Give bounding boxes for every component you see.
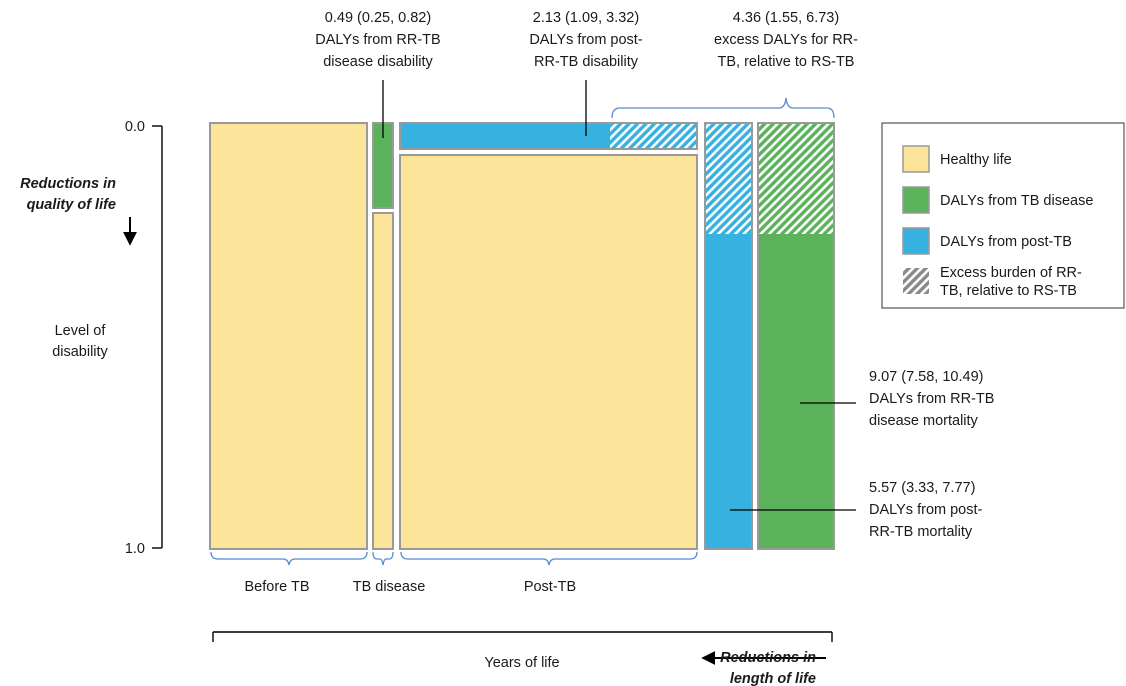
legend-label-tb-disease: DALYs from TB disease — [940, 193, 1093, 209]
annotation-line: 5.57 (3.33, 7.77) — [869, 480, 975, 496]
post-tb-mortality-block — [705, 234, 752, 549]
annotation-line: disease disability — [323, 54, 433, 70]
legend-label-post-tb: DALYs from post-TB — [940, 234, 1072, 250]
x-axis-label: Years of life — [484, 655, 559, 671]
y-axis-label-line2: disability — [52, 344, 108, 360]
annotation-line: DALYs from RR-TB — [315, 32, 440, 48]
post-tb-excess-disability-block — [610, 123, 697, 149]
annotation-line: 9.07 (7.58, 10.49) — [869, 369, 983, 385]
annotation-post-rr-tb-disability: 2.13 (1.09, 3.32) DALYs from post- RR-TB… — [529, 10, 643, 70]
annotation-line: TB, relative to RS-TB — [718, 54, 855, 70]
annotation-line: 4.36 (1.55, 6.73) — [733, 10, 839, 26]
tb-disease-healthy-block — [372, 212, 394, 550]
legend-swatch-post-tb — [902, 227, 930, 255]
annotation-rr-tb-mortality: 9.07 (7.58, 10.49) DALYs from RR-TB dise… — [869, 369, 994, 429]
y-axis: 0.0 1.0 Level of disability Reductions i… — [20, 119, 163, 557]
legend-label-excess-line2: TB, relative to RS-TB — [940, 283, 1077, 299]
x-axis: Years of life Reductions in length of li… — [212, 631, 833, 686]
brace-excess — [611, 97, 835, 119]
post-tb-mortality-excess-block — [705, 123, 752, 234]
post-tb-mortality-border — [704, 122, 753, 550]
y-tick-label-top: 0.0 — [125, 119, 145, 135]
brace-tb-disease — [372, 551, 394, 566]
quality-reduction-line2: quality of life — [27, 197, 116, 213]
annotation-line: RR-TB disability — [534, 54, 639, 70]
annotation-line: 0.49 (0.25, 0.82) — [325, 10, 431, 26]
annotation-line: DALYs from post- — [869, 502, 983, 518]
legend-swatch-tb-disease — [902, 186, 930, 214]
segment-label-tb-disease: TB disease — [353, 579, 426, 595]
brace-before-tb — [210, 551, 368, 566]
legend: Healthy life DALYs from TB disease DALYs… — [881, 122, 1125, 309]
y-axis-label-line1: Level of — [55, 323, 107, 339]
annotation-line: RR-TB mortality — [869, 524, 973, 540]
annotation-line: DALYs from post- — [529, 32, 643, 48]
segment-label-post-tb: Post-TB — [524, 579, 576, 595]
post-tb-healthy-block — [399, 154, 698, 550]
brace-post-tb — [400, 551, 698, 566]
annotation-line: DALYs from RR-TB — [869, 391, 994, 407]
annotation-line: excess DALYs for RR- — [714, 32, 858, 48]
annotation-line: disease mortality — [869, 413, 979, 429]
legend-swatch-healthy — [902, 145, 930, 173]
post-tb-disability-border — [399, 122, 698, 150]
annotation-post-rr-tb-mortality: 5.57 (3.33, 7.77) DALYs from post- RR-TB… — [869, 480, 983, 540]
legend-label-excess-line1: Excess burden of RR- — [940, 265, 1082, 281]
tb-mortality-border — [757, 122, 835, 550]
segment-braces — [210, 551, 698, 566]
legend-swatch-excess — [903, 268, 929, 294]
annotation-excess-dalys: 4.36 (1.55, 6.73) excess DALYs for RR- T… — [714, 10, 858, 70]
segment-label-before-tb: Before TB — [244, 579, 309, 595]
length-reduction-line1: Reductions in — [720, 650, 816, 666]
before-tb-healthy-block — [209, 122, 368, 550]
post-tb-disability-block — [400, 123, 610, 149]
tb-mortality-block — [758, 234, 834, 549]
quality-reduction-line1: Reductions in — [20, 176, 116, 192]
annotation-rr-tb-disability: 0.49 (0.25, 0.82) DALYs from RR-TB disea… — [315, 10, 440, 70]
length-reduction-line2: length of life — [730, 671, 816, 686]
tb-mortality-excess-block — [758, 123, 834, 234]
annotation-line: 2.13 (1.09, 3.32) — [533, 10, 639, 26]
y-tick-label-bottom: 1.0 — [125, 541, 145, 557]
legend-label-healthy: Healthy life — [940, 152, 1012, 168]
